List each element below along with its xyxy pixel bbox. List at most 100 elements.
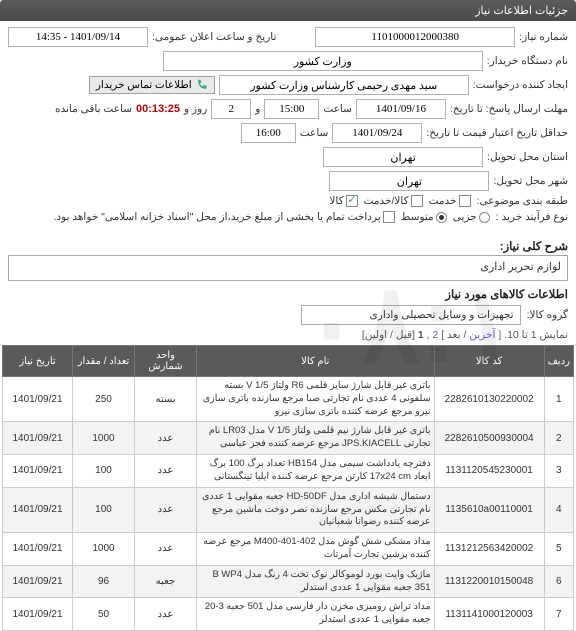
cell-unit: جعبه bbox=[135, 565, 197, 598]
creator-label: ایجاد کننده درخواست: bbox=[473, 79, 568, 91]
cell-qty: 100 bbox=[73, 487, 135, 532]
cell-date: 1401/09/21 bbox=[3, 422, 73, 455]
items-table: ردیف کد کالا نام کالا واحد شمارش تعداد /… bbox=[2, 345, 574, 631]
province-label: استان محل تحویل: bbox=[487, 151, 568, 163]
cell-qty: 50 bbox=[73, 598, 135, 631]
need-description-text: لوازم تحریر اداری bbox=[480, 261, 561, 273]
deadline-date-input[interactable] bbox=[356, 99, 446, 119]
cell-unit: عدد bbox=[135, 533, 197, 566]
group-label: گروه کالا: bbox=[527, 309, 568, 321]
buy-type-label: نوع فرآیند خرید : bbox=[496, 211, 568, 223]
contact-btn-label: اطلاعات تماس خریدار bbox=[96, 79, 192, 91]
countdown-timer: 00:13:25 bbox=[136, 103, 180, 115]
city-label: شهر محل تحویل: bbox=[493, 175, 568, 187]
day-after-label: روز و bbox=[184, 103, 207, 115]
cell-qty: 1000 bbox=[73, 533, 135, 566]
cell-code: 2282610500930004 bbox=[434, 422, 544, 455]
cell-qty: 100 bbox=[73, 455, 135, 488]
cell-code: 2282610130220002 bbox=[434, 377, 544, 422]
cell-qty: 1000 bbox=[73, 422, 135, 455]
need-no-input[interactable] bbox=[315, 27, 515, 47]
public-dt-label: تاریخ و ساعت اعلان عمومی: bbox=[152, 31, 276, 43]
cell-code: 1131220010150048 bbox=[434, 565, 544, 598]
cell-code: 1131120545230001 bbox=[434, 455, 544, 488]
cell-date: 1401/09/21 bbox=[3, 598, 73, 631]
validity-label: حداقل تاریخ اعتبار قیمت تا تاریخ: bbox=[426, 127, 568, 139]
rb-mid[interactable]: متوسط bbox=[401, 211, 447, 223]
table-row: 51131212563420002مداد مشکی شش گوش مدل M4… bbox=[3, 533, 574, 566]
need-description-box: لوازم تحریر اداری bbox=[8, 255, 568, 281]
cell-unit: بسته bbox=[135, 377, 197, 422]
cat-label: طبقه بندی موضوعی: bbox=[477, 195, 568, 207]
cell-name: مداد تراش رومیزی مخزن دار فارسی مدل 501 … bbox=[197, 598, 435, 631]
org-input[interactable] bbox=[163, 51, 483, 71]
th-date: تاریخ نیاز bbox=[3, 346, 73, 377]
creator-input[interactable] bbox=[219, 75, 469, 95]
time-label-2: ساعت bbox=[300, 127, 329, 139]
pager-suffix: [قبل / اولین] bbox=[362, 329, 415, 341]
th-name: نام کالا bbox=[197, 346, 435, 377]
pager-sep: , bbox=[427, 329, 430, 341]
table-row: 41135610a00110001دستمال شیشه اداری مدل H… bbox=[3, 487, 574, 532]
cell-idx: 6 bbox=[544, 565, 573, 598]
cell-date: 1401/09/21 bbox=[3, 565, 73, 598]
time-label-1: ساعت bbox=[323, 103, 352, 115]
cell-name: دستمال شیشه اداری مدل HD-50DF جعبه مقوای… bbox=[197, 487, 435, 532]
phone-icon bbox=[196, 79, 208, 91]
cell-idx: 2 bbox=[544, 422, 573, 455]
group-value-box: تجهیزات و وسایل تحصیلی واداری bbox=[301, 305, 521, 325]
section-items-title: اطلاعات کالاهای مورد نیاز bbox=[8, 287, 568, 301]
cell-date: 1401/09/21 bbox=[3, 377, 73, 422]
table-row: 71131141000120003مداد تراش رومیزی مخزن د… bbox=[3, 598, 574, 631]
section-desc-title: شرح کلی نیاز: bbox=[8, 239, 568, 253]
table-row: 31131120545230001دفترچه یادداشت سیمی مدل… bbox=[3, 455, 574, 488]
deadline-label: مهلت ارسال پاسخ: تا تاریخ: bbox=[450, 103, 568, 115]
panel-header: جزئیات اطلاعات نیاز bbox=[0, 0, 576, 21]
cell-unit: عدد bbox=[135, 487, 197, 532]
th-unit: واحد شمارش bbox=[135, 346, 197, 377]
pager-last[interactable]: [ آخرین bbox=[469, 329, 501, 341]
pager-p2[interactable]: 2 bbox=[432, 329, 438, 341]
cell-code: 1131141000120003 bbox=[434, 598, 544, 631]
deadline-time-input[interactable] bbox=[264, 99, 319, 119]
cell-name: باتری غیر قابل شارژ نیم قلمی ولتاژ 1/5 V… bbox=[197, 422, 435, 455]
cell-qty: 250 bbox=[73, 377, 135, 422]
validity-date-input[interactable] bbox=[332, 123, 422, 143]
cell-unit: عدد bbox=[135, 455, 197, 488]
pager-p1: 1 bbox=[418, 329, 424, 341]
note-check[interactable]: پرداخت تمام یا بخشی از مبلغ خرید،از محل … bbox=[54, 211, 395, 223]
city-input[interactable] bbox=[329, 171, 489, 191]
cb-goods[interactable]: کالا bbox=[329, 195, 357, 207]
cell-date: 1401/09/21 bbox=[3, 533, 73, 566]
cell-idx: 3 bbox=[544, 455, 573, 488]
public-dt-input[interactable] bbox=[8, 27, 148, 47]
org-label: نام دستگاه خریدار: bbox=[487, 55, 568, 67]
cell-code: 1135610a00110001 bbox=[434, 487, 544, 532]
th-qty: تعداد / مقدار bbox=[73, 346, 135, 377]
table-row: 22282610500930004باتری غیر قابل شارژ نیم… bbox=[3, 422, 574, 455]
cell-date: 1401/09/21 bbox=[3, 487, 73, 532]
panel-title: جزئیات اطلاعات نیاز bbox=[475, 5, 568, 17]
validity-time-input[interactable] bbox=[241, 123, 296, 143]
cell-date: 1401/09/21 bbox=[3, 455, 73, 488]
cell-unit: عدد bbox=[135, 422, 197, 455]
cell-name: مداد مشکی شش گوش مدل M400-401-402 مرجع ع… bbox=[197, 533, 435, 566]
cell-idx: 5 bbox=[544, 533, 573, 566]
cell-name: ماژیک وایت بورد لوموکالر نوک تخت 4 رنگ م… bbox=[197, 565, 435, 598]
rb-low[interactable]: جزیی bbox=[453, 211, 490, 223]
th-code: کد کالا bbox=[434, 346, 544, 377]
pager-prefix: نمایش 1 تا 10. bbox=[504, 329, 568, 341]
cb-service[interactable]: خدمت bbox=[429, 195, 471, 207]
days-input[interactable] bbox=[211, 99, 251, 119]
th-idx: ردیف bbox=[544, 346, 573, 377]
contact-buyer-button[interactable]: اطلاعات تماس خریدار bbox=[89, 76, 215, 94]
cell-qty: 96 bbox=[73, 565, 135, 598]
remain-label: ساعت باقی مانده bbox=[55, 103, 132, 115]
table-row: 61131220010150048ماژیک وایت بورد لوموکال… bbox=[3, 565, 574, 598]
province-input[interactable] bbox=[323, 147, 483, 167]
table-row: 12282610130220002باتری غیر قابل شارژ سای… bbox=[3, 377, 574, 422]
cb-goods-service[interactable]: کالا/خدمت bbox=[364, 195, 423, 207]
cell-name: باتری غیر قابل شارژ سایز قلمی R6 ولتاژ 1… bbox=[197, 377, 435, 422]
need-no-label: شماره نیاز: bbox=[519, 31, 568, 43]
day-label: و bbox=[255, 103, 260, 115]
